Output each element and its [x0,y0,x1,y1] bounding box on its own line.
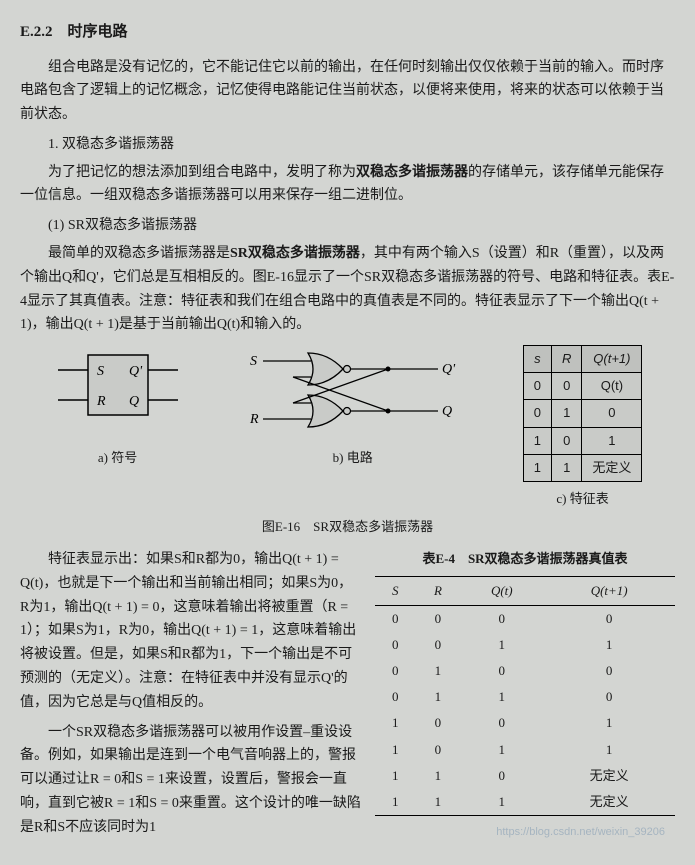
truth-cell: 0 [543,684,675,710]
truth-cell: 0 [416,737,461,763]
char-cell: 1 [582,427,642,454]
truth-cell: 1 [460,737,543,763]
bold-term: 双稳态多谐振荡器 [356,165,468,180]
paragraph-2: 为了把记忆的想法添加到组合电路中，发明了称为双稳态多谐振荡器的存储单元，该存储单… [20,161,675,209]
char-cell: 0 [523,373,551,400]
svg-text:Q: Q [129,394,139,409]
char-cell: 1 [523,427,551,454]
section-header: E.2.2 时序电路 [20,20,675,46]
char-cell: 1 [552,400,582,427]
svg-text:R: R [96,394,106,409]
truth-cell: 1 [543,632,675,658]
truth-th-s: S [375,577,416,606]
truth-cell: 1 [375,789,416,816]
truth-cell: 1 [375,710,416,736]
figure-row: S R Q' Q a) 符号 [20,345,675,510]
truth-cell: 0 [375,658,416,684]
char-th-q: Q(t+1) [582,346,642,373]
svg-text:S: S [97,364,104,379]
char-cell: 0 [552,373,582,400]
truth-cell: 1 [416,763,461,789]
truth-cell: 0 [460,658,543,684]
text: 最简单的双稳态多谐振荡器是 [48,246,230,261]
truth-table-title: 表E-4 SR双稳态多谐振荡器真值表 [375,548,675,570]
characteristic-table: s R Q(t+1) 00Q(t)01010111无定义 [523,345,643,481]
truth-table: S R Q(t) Q(t+1) 000000110100011010011011… [375,576,675,816]
bold-term: SR双稳态多谐振荡器 [230,246,360,261]
truth-section: 特征表显示出：如果S和R都为0，输出Q(t + 1) = Q(t)，也就是下一个… [20,548,675,846]
watermark: https://blog.csdn.net/weixin_39206 [496,823,665,842]
figure-b-label: b) 电路 [248,447,458,469]
svg-text:Q': Q' [442,362,456,377]
svg-text:R: R [249,412,259,427]
sr-symbol-svg: S R Q' Q [53,345,183,440]
paragraph-1: 组合电路是没有记忆的，它不能记住它以前的输出，在任何时刻输出仅仅依赖于当前的输入… [20,56,675,127]
truth-cell: 0 [375,606,416,633]
char-cell: 1 [523,454,551,481]
truth-cell: 1 [416,658,461,684]
section-title: 时序电路 [68,24,128,40]
text: 为了把记忆的想法添加到组合电路中，发明了称为 [48,165,356,180]
truth-cell: 1 [416,684,461,710]
char-cell: 无定义 [582,454,642,481]
truth-cell: 无定义 [543,789,675,816]
truth-cell: 0 [543,606,675,633]
truth-cell: 1 [460,684,543,710]
figure-a-label: a) 符号 [53,447,183,469]
svg-text:Q: Q [442,404,452,419]
truth-cell: 1 [543,737,675,763]
char-cell: 0 [552,427,582,454]
figure-main-caption: 图E-16 SR双稳态多谐振荡器 [20,516,675,538]
char-cell: 0 [582,400,642,427]
figure-a-symbol: S R Q' Q a) 符号 [53,345,183,469]
char-cell: 1 [552,454,582,481]
truth-cell: 1 [375,763,416,789]
subheading-2: (1) SR双稳态多谐振荡器 [20,214,675,238]
truth-cell: 1 [460,632,543,658]
char-th-s: s [523,346,551,373]
paragraph-4: 特征表显示出：如果S和R都为0，输出Q(t + 1) = Q(t)，也就是下一个… [20,548,361,715]
truth-cell: 1 [460,789,543,816]
figure-c-label: c) 特征表 [523,488,643,510]
truth-cell: 0 [375,632,416,658]
truth-cell: 1 [416,789,461,816]
figure-b-circuit: S R Q' Q b) 电路 [248,345,458,469]
truth-cell: 0 [416,606,461,633]
svg-text:Q': Q' [129,364,143,379]
truth-cell: 0 [460,606,543,633]
char-cell: 0 [523,400,551,427]
truth-cell: 0 [416,710,461,736]
svg-text:S: S [250,354,257,369]
truth-cell: 0 [460,763,543,789]
subheading-1: 1. 双稳态多谐振荡器 [20,133,675,157]
sr-circuit-svg: S R Q' Q [248,345,458,440]
section-number: E.2.2 [20,24,53,40]
truth-cell: 0 [416,632,461,658]
truth-th-qt: Q(t) [460,577,543,606]
truth-th-r: R [416,577,461,606]
truth-th-qt1: Q(t+1) [543,577,675,606]
truth-cell: 0 [460,710,543,736]
char-th-r: R [552,346,582,373]
figure-c-char-table: s R Q(t+1) 00Q(t)01010111无定义 c) 特征表 [523,345,643,510]
paragraph-3: 最简单的双稳态多谐振荡器是SR双稳态多谐振荡器，其中有两个输入S（设置）和R（重… [20,242,675,337]
char-cell: Q(t) [582,373,642,400]
truth-cell: 1 [375,737,416,763]
truth-cell: 无定义 [543,763,675,789]
truth-cell: 0 [543,658,675,684]
truth-cell: 0 [375,684,416,710]
paragraph-5: 一个SR双稳态多谐振荡器可以被用作设置–重设设备。例如，如果输出是连到一个电气音… [20,721,361,840]
truth-cell: 1 [543,710,675,736]
